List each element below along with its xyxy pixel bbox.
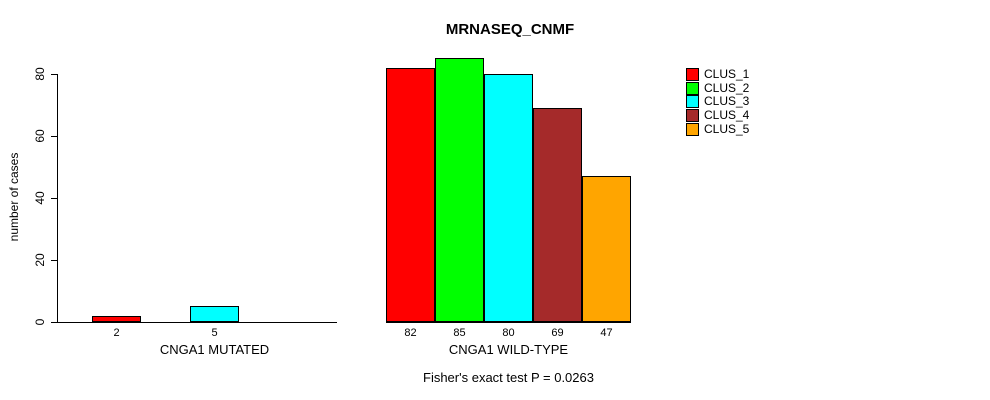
bar-clus_1 [92,316,141,322]
bar-value-label: 5 [211,327,218,339]
annotation-pvalue: Fisher's exact test P = 0.0263 [423,370,594,385]
y-tick-label: 0 [33,318,47,326]
legend-label: CLUS_3 [704,94,750,109]
y-tick-label: 80 [33,67,47,81]
legend-item: CLUS_3 [686,95,749,109]
y-tick [51,136,57,137]
legend-swatch [686,95,699,109]
legend-label: CLUS_2 [704,80,750,95]
y-tick [51,74,57,75]
y-axis-line [57,74,58,323]
bar-clus_4 [533,108,582,322]
y-tick [51,260,57,261]
legend-label: CLUS_4 [704,108,750,123]
legend-swatch [686,109,699,123]
legend-item: CLUS_2 [686,80,750,96]
legend-item: CLUS_4 [686,109,749,123]
bar-clus_2 [435,58,484,322]
bar-clus_5 [582,176,631,322]
x-baseline-wildtype [386,322,631,323]
legend-item: CLUS_1 [686,68,749,82]
chart-title: MRNASEQ_CNMF [445,21,575,38]
y-axis-title: number of cases [7,152,21,242]
legend-swatch [686,68,699,82]
bar-value-label: 85 [453,327,466,339]
bar-clus_3 [190,306,239,322]
y-tick [51,198,57,199]
bar-value-label: 82 [404,327,417,339]
group-label-mutated: CNGA1 MUTATED [159,342,270,357]
y-tick-label: 40 [33,191,47,205]
y-tick-label: 60 [33,129,47,143]
x-baseline-mutated [57,322,337,323]
legend-label: CLUS_5 [704,121,750,136]
legend-swatch [686,122,699,136]
bar-value-label: 2 [113,327,120,339]
bar-clus_3 [484,74,533,322]
legend: CLUS_1 CLUS_2 CLUS_3 CLUS_4 CLUS_5 [686,68,749,136]
bar-clus_1 [386,68,435,322]
bar-value-label: 69 [551,327,564,339]
bar-value-label: 47 [600,327,613,339]
group-label-wildtype: CNGA1 WILD-TYPE [448,342,569,357]
legend-item: CLUS_5 [686,122,749,136]
y-tick-label: 20 [33,253,47,267]
legend-swatch [686,81,699,95]
bar-value-label: 80 [502,327,515,339]
y-tick [51,322,57,323]
legend-label: CLUS_1 [704,67,750,82]
